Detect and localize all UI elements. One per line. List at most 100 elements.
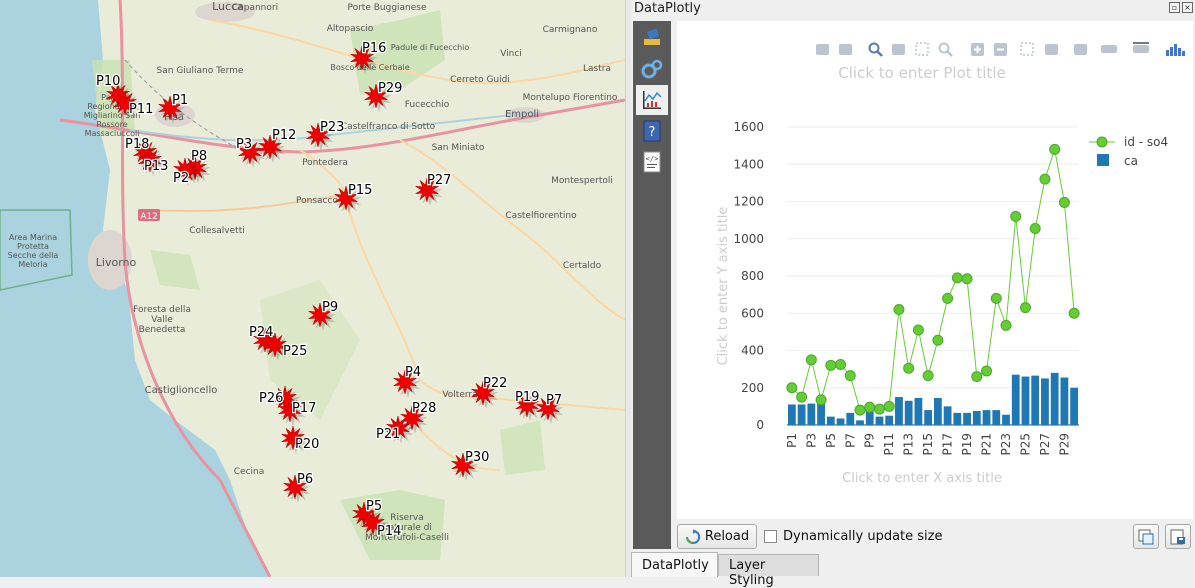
town-label: Certaldo [563,261,602,271]
map-marker: P16 [350,40,388,74]
a12-shield-label: A12 [140,212,158,222]
marker-label: P2 [173,171,189,186]
save-icon[interactable] [839,44,852,55]
tab-dataplotly[interactable]: DataPlotly [631,552,718,577]
sidebar-item-help[interactable]: ? [636,116,668,146]
map-marker: P25 [263,332,309,361]
point-so4 [883,400,895,412]
panel-tabs: DataPlotly Layer Styling [631,552,1195,588]
point-so4 [903,362,915,374]
point-so4 [1029,223,1041,235]
marker-star-icon [113,90,137,116]
line-series [786,143,1080,416]
legend-entry-so4[interactable]: id - so4 [1124,135,1168,149]
marker-star-icon [334,185,358,211]
point-so4 [912,324,924,336]
hover-compare-icon[interactable] [1133,42,1149,53]
lasso-select-icon[interactable] [938,42,953,57]
town-label: Volterra [442,390,477,400]
zoom-icon[interactable] [868,42,883,57]
sidebar-item-plot[interactable] [636,85,668,115]
x-tick-label: P25 [1018,433,1032,456]
x-tick-label: P23 [999,433,1013,456]
bar-ca [826,416,835,425]
sidebar-item-style[interactable] [636,23,668,53]
map-canvas[interactable]: A12 Lucca Capannori Porte Buggianese Altopa… [0,0,625,577]
map-marker: P20 [281,425,321,454]
bar-ca [1011,374,1020,425]
dynamic-size-checkbox[interactable] [764,530,777,543]
panel-splitter[interactable] [625,0,631,577]
copy-icon [1138,529,1154,544]
y-tick-label: 1200 [733,195,764,209]
marker-star-icon [281,425,305,451]
hover-closest-icon[interactable] [1101,45,1117,53]
map-marker: P9 [308,299,339,331]
x-tick-label: P15 [921,433,935,456]
map-marker: P28 [400,400,438,434]
chart-legend[interactable]: id - so4 ca [1089,135,1168,168]
marker-label: P16 [362,41,386,56]
reload-button[interactable]: Reload [677,524,757,549]
marker-star-icon [306,122,330,148]
sidebar-item-code[interactable]: </> [636,147,668,177]
save-plot-button[interactable] [1165,524,1191,549]
river-arno [129,111,541,142]
point-so4 [854,404,866,416]
bar-ca [895,397,903,425]
marker-star-icon [283,474,307,500]
close-panel-button[interactable]: × [1182,2,1193,13]
zoom-in-icon[interactable] [971,43,984,56]
autoscale-icon[interactable] [1020,42,1034,56]
float-panel-button[interactable]: ▫ [1169,2,1180,13]
map-marker: P7 [536,392,564,424]
marker-label: P13 [144,159,168,174]
copy-plot-button[interactable] [1133,524,1159,549]
bottom-bar: Reload Dynamically update size [677,522,1193,552]
sidebar-item-settings[interactable] [636,54,668,84]
town-label: Area Marina Protetta Secche della Meloria [8,233,59,269]
plot-area[interactable]: Click to enter Plot title Click to enter… [677,21,1193,519]
zoom-out-icon[interactable] [994,43,1007,56]
pan-icon[interactable] [892,44,905,55]
x-tick-label: P19 [960,433,974,456]
marker-label: P17 [292,401,316,416]
bar-ca [982,410,991,425]
plotly-logo-icon[interactable] [1166,44,1185,56]
marker-label: P3 [236,137,252,152]
x-tick-label: P9 [863,433,877,448]
marker-label: P14 [377,524,401,539]
spike-lines-icon[interactable] [1074,44,1087,55]
marker-label: P23 [320,120,344,135]
x-tick-label: P27 [1038,433,1052,456]
town-label: Castelfranco di Sotto [341,122,436,132]
map-marker: P22 [471,375,509,409]
map-marker: P12 [258,127,298,163]
marker-label: P6 [297,472,313,487]
box-select-icon[interactable] [915,42,929,56]
green-area [500,420,545,475]
marker-star-icon [451,452,475,478]
marker-label: P4 [405,365,421,380]
reset-axes-icon[interactable] [1045,44,1058,55]
save-html-icon [1170,529,1185,544]
town-label: Carmignano [543,25,598,35]
x-axis-title[interactable]: Click to enter X axis title [842,471,1002,486]
camera-icon[interactable] [816,44,829,55]
marker-label: P26 [259,391,283,406]
bar-ca [924,410,933,425]
map-marker: P6 [283,471,314,503]
y-axis-title[interactable]: Click to enter Y axis title [716,207,731,366]
marker-star-icon [350,45,374,71]
bar-ca [1070,387,1079,425]
marker-label: P11 [129,102,153,117]
tab-layer-styling[interactable]: Layer Styling [718,554,819,588]
marker-star-icon [471,380,495,406]
town-label: Padule di Fucecchio [391,43,470,52]
map-marker: P8 [183,148,211,184]
x-tick-label: P1 [785,433,799,448]
legend-entry-ca[interactable]: ca [1124,154,1138,168]
point-so4 [864,401,876,413]
chart-title[interactable]: Click to enter Plot title [838,64,1005,82]
town-label: Empoli [505,109,539,120]
